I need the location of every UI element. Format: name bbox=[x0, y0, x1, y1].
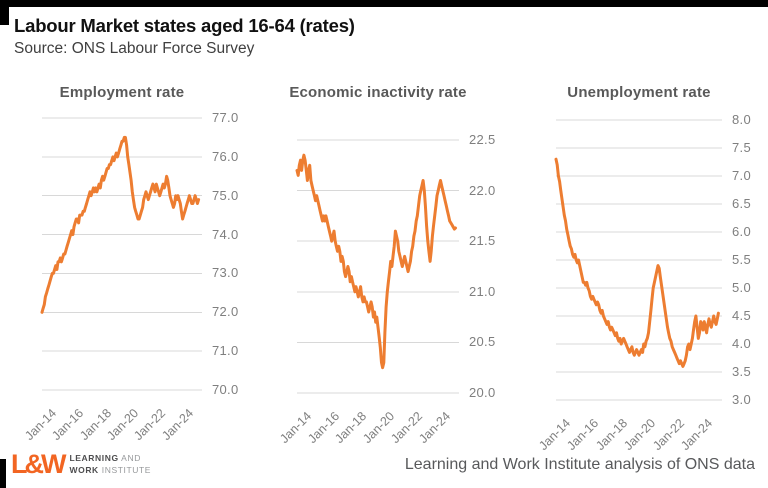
top-left-corner-tab bbox=[0, 0, 9, 25]
y-axis-tick-label: 22.5 bbox=[469, 132, 496, 147]
y-axis-tick-label: 70.0 bbox=[212, 382, 239, 397]
y-axis-tick-label: 22.0 bbox=[469, 182, 496, 198]
y-axis-tick-label: 72.0 bbox=[212, 304, 239, 320]
y-axis-tick-label: 5.5 bbox=[732, 252, 751, 267]
chart-plot bbox=[40, 117, 202, 391]
chart-plot bbox=[554, 119, 722, 401]
chart-title: Economic inactivity rate bbox=[289, 84, 467, 101]
chart-plot bbox=[295, 139, 459, 394]
y-axis-tick-label: 5.0 bbox=[732, 280, 751, 295]
data-line bbox=[40, 135, 201, 314]
y-axis-tick-label: 20.0 bbox=[469, 385, 496, 400]
y-axis-tick-label: 21.0 bbox=[469, 283, 496, 299]
attribution-text: Learning and Work Institute analysis of … bbox=[404, 456, 755, 473]
lw-logo-line2: WORK INSTITUTE bbox=[69, 464, 152, 475]
page-title: Labour Market states aged 16-64 (rates) bbox=[14, 15, 355, 36]
y-axis-tick-label: 3.0 bbox=[732, 392, 751, 407]
y-axis-tick-label: 4.5 bbox=[732, 308, 751, 323]
y-axis-tick-label: 4.0 bbox=[732, 336, 751, 351]
y-axis-tick-label: 21.5 bbox=[469, 233, 496, 249]
y-axis-tick-label: 74.0 bbox=[212, 226, 239, 242]
y-axis-tick-label: 6.5 bbox=[732, 196, 751, 211]
lw-logo: L&W LEARNING AND WORK INSTITUTE bbox=[11, 451, 151, 478]
y-axis-tick-label: 6.0 bbox=[732, 224, 751, 239]
y-axis-tick-label: 77.0 bbox=[212, 110, 239, 125]
chart-title: Employment rate bbox=[59, 84, 185, 101]
bottom-left-edge-bar bbox=[0, 459, 6, 488]
y-axis-tick-label: 3.5 bbox=[732, 364, 751, 379]
y-axis-tick-label: 8.0 bbox=[732, 112, 751, 127]
chart-title: Unemployment rate bbox=[567, 84, 711, 101]
source-subtitle: Source: ONS Labour Force Survey bbox=[14, 40, 255, 57]
y-axis-tick-label: 71.0 bbox=[212, 343, 239, 359]
y-axis-tick-label: 7.0 bbox=[732, 168, 751, 183]
lw-logo-text: LEARNING AND WORK INSTITUTE bbox=[69, 453, 151, 475]
data-line bbox=[554, 157, 720, 368]
y-axis-tick-label: 73.0 bbox=[212, 265, 239, 281]
y-axis-tick-label: 76.0 bbox=[212, 148, 239, 164]
top-border-bar bbox=[0, 0, 768, 7]
y-axis-tick-label: 75.0 bbox=[212, 187, 239, 203]
y-axis-tick-label: 7.5 bbox=[732, 140, 751, 155]
lw-logo-mark: L&W bbox=[11, 449, 67, 479]
y-axis-tick-label: 20.5 bbox=[469, 334, 496, 350]
data-line bbox=[295, 153, 457, 370]
lw-logo-line1: LEARNING AND bbox=[69, 453, 141, 464]
